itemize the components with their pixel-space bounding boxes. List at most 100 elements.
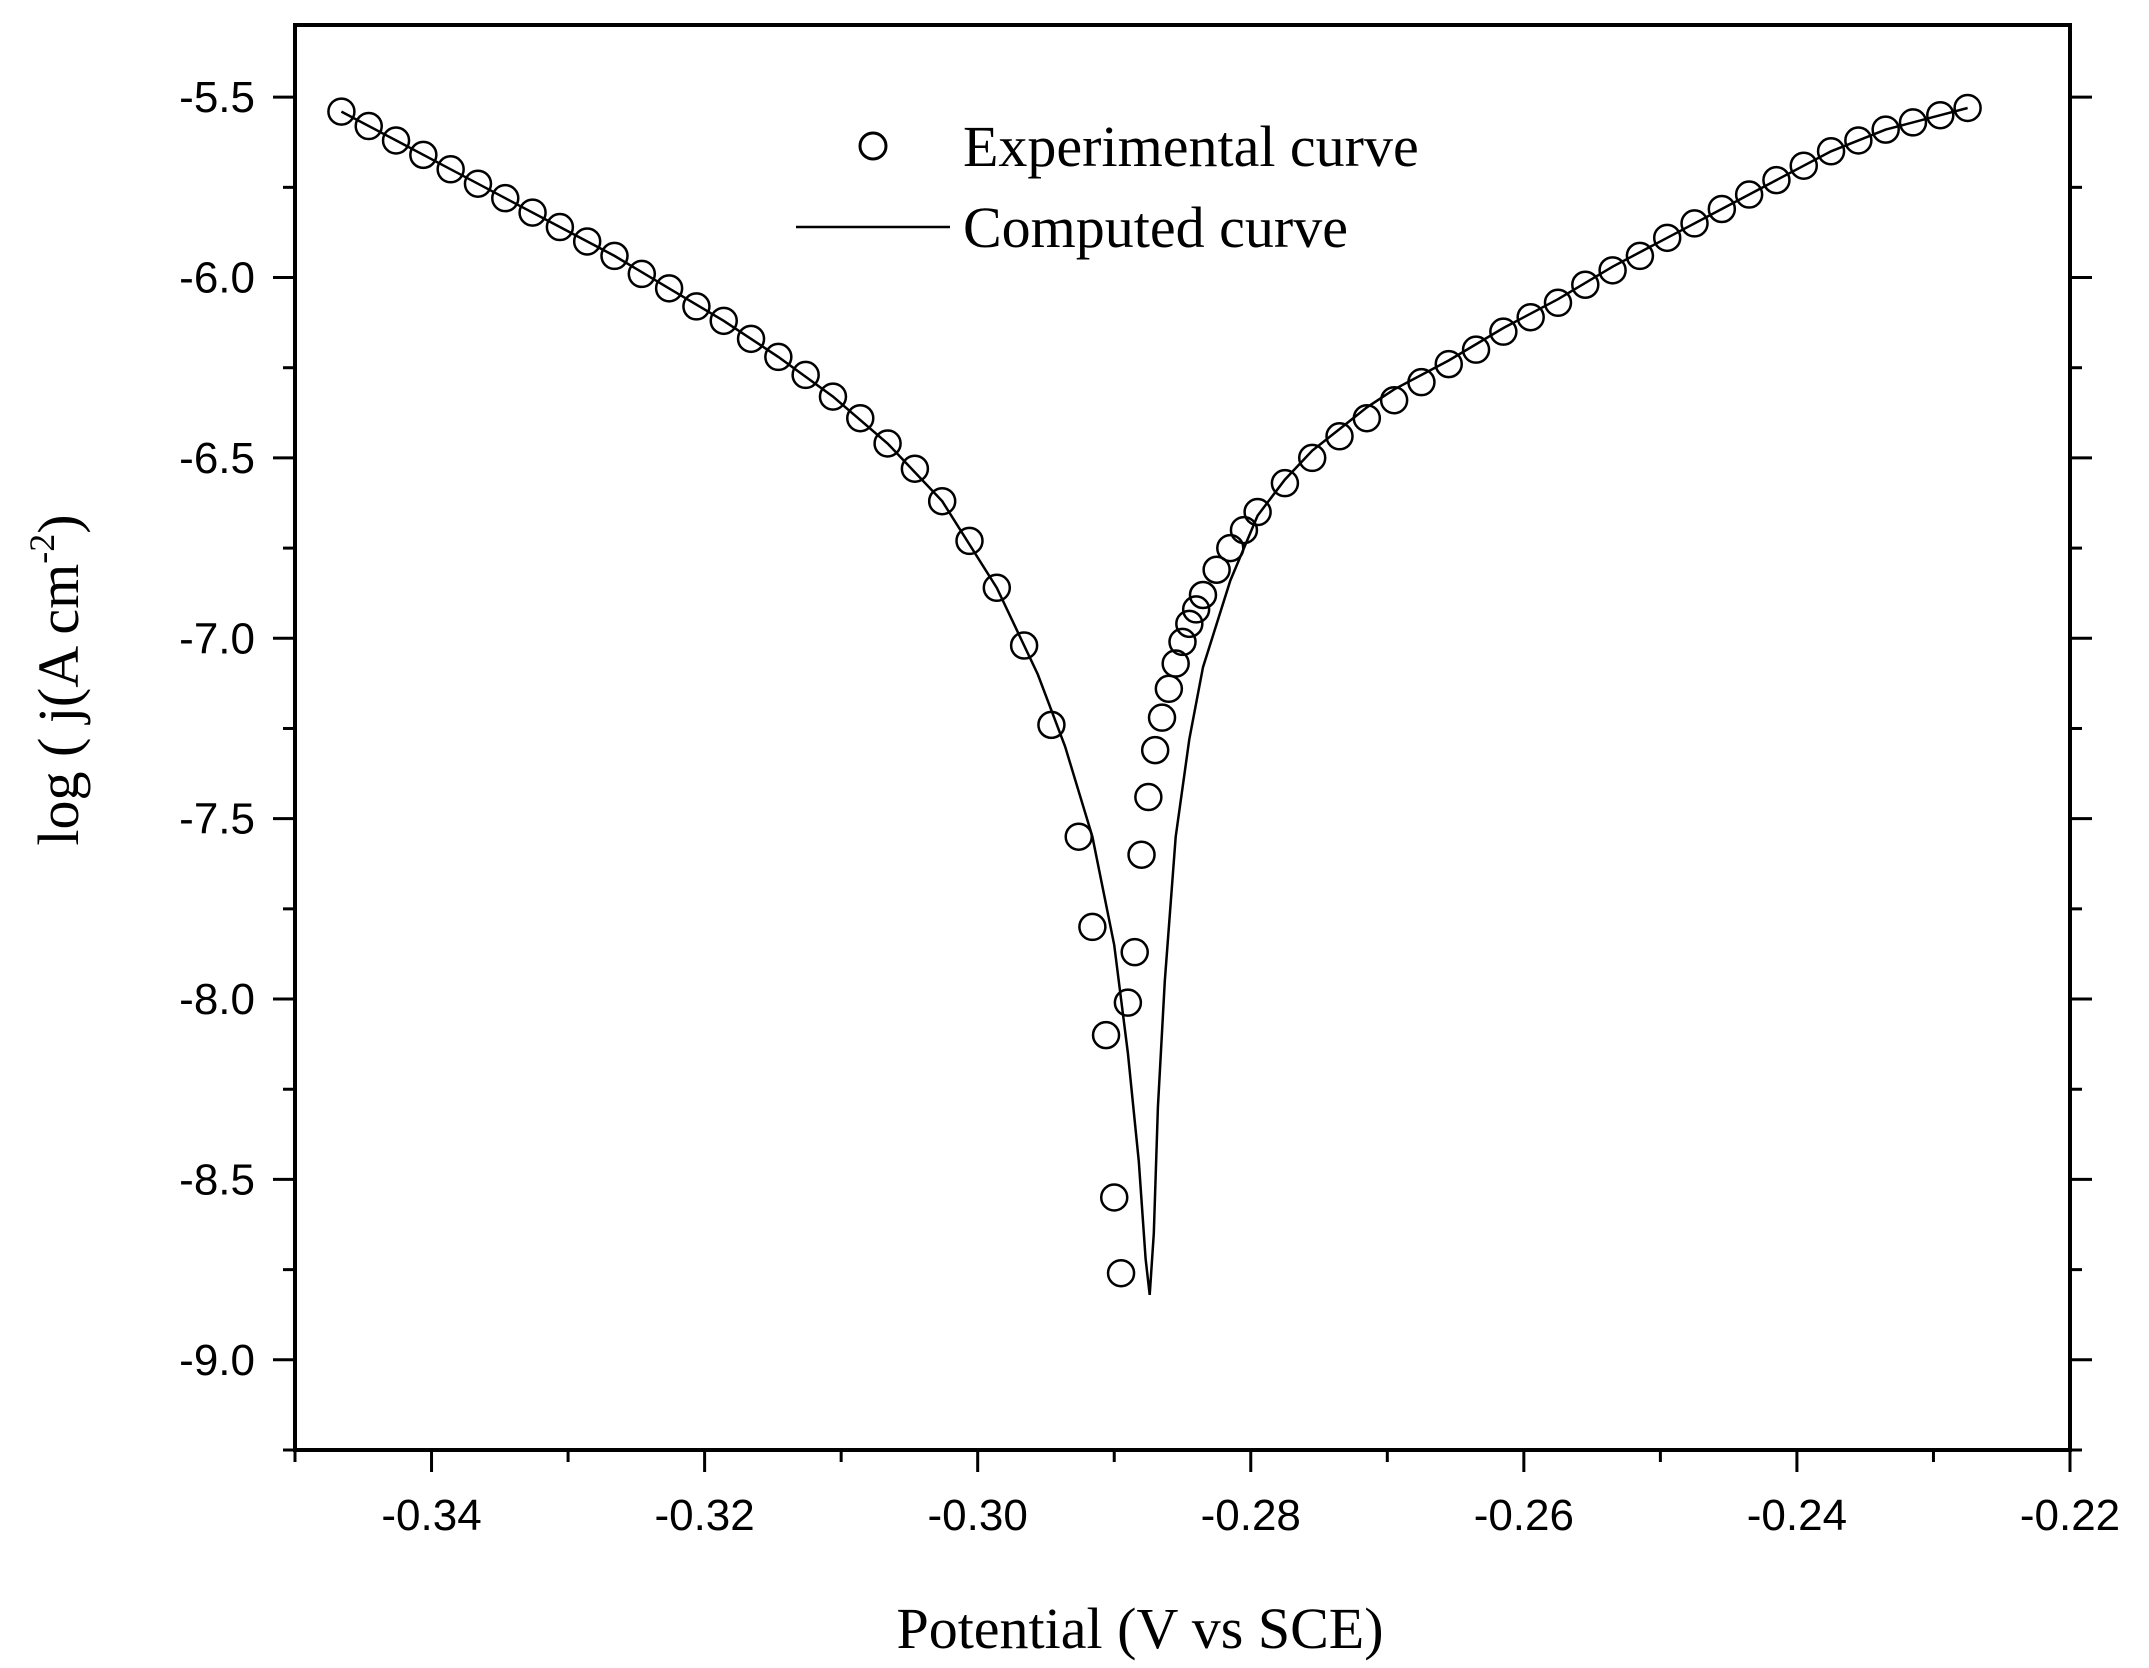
experimental-point [1120, 937, 1149, 967]
experimental-point [1461, 335, 1491, 364]
experimental-point [1078, 912, 1107, 942]
experimental-point [1844, 126, 1873, 155]
y-tick-label: -8.5 [179, 1155, 255, 1204]
experimental-point [982, 573, 1012, 603]
y-axis-title-sup: -2 [22, 534, 62, 564]
y-tick-label: -8.0 [179, 975, 255, 1024]
experimental-point [846, 403, 875, 433]
experimental-point [1434, 349, 1463, 379]
y-tick-label: -9.0 [179, 1336, 255, 1385]
experimental-point [1216, 533, 1245, 563]
experimental-point [436, 155, 465, 184]
x-tick-label: -0.26 [1474, 1491, 1574, 1540]
experimental-point [1091, 1020, 1121, 1050]
experimental-point [791, 360, 820, 390]
y-axis-title: log ( j(A cm-2) [22, 514, 91, 845]
x-tick-label: -0.34 [381, 1491, 481, 1540]
experimental-point [381, 126, 411, 155]
experimental-point [1099, 1183, 1129, 1212]
experimental-point [354, 111, 383, 141]
experimental-point [491, 183, 520, 213]
experimental-point [1516, 302, 1545, 332]
x-tick-label: -0.32 [654, 1491, 754, 1540]
experimental-point [1202, 555, 1231, 584]
experimental-point [1625, 241, 1655, 271]
x-tick-label: -0.28 [1201, 1491, 1301, 1540]
experimental-point [1147, 703, 1177, 732]
y-tick-label: -7.5 [179, 795, 255, 844]
legend: Experimental curve Computed curve [796, 114, 1419, 260]
experimental-point [1297, 443, 1327, 473]
experimental-point [1871, 115, 1900, 144]
experimental-point [327, 97, 356, 126]
x-tick-label: -0.24 [1747, 1491, 1847, 1540]
experimental-point [900, 454, 930, 483]
experimental-point [1762, 165, 1791, 195]
experimental-point [1243, 497, 1272, 527]
experimental-point [682, 292, 711, 321]
legend-marker-experimental [858, 131, 888, 161]
experimental-point [1229, 515, 1259, 545]
x-axis-title: Potential (V vs SCE) [896, 1596, 1383, 1661]
experimental-point [709, 306, 738, 336]
experimental-point [654, 274, 684, 303]
x-tick-label: -0.30 [928, 1491, 1028, 1540]
experimental-point [1707, 194, 1737, 224]
experimental-point [1113, 988, 1143, 1017]
experimental-point [1734, 180, 1764, 209]
experimental-point [1680, 209, 1709, 238]
y-axis-title-close: ) [26, 514, 91, 533]
experimental-point [1598, 256, 1627, 285]
axes [293, 23, 2072, 1452]
y-tick-label: -6.0 [179, 254, 255, 303]
experimental-point [1926, 100, 1955, 130]
experimental-point [1154, 674, 1184, 704]
experimental-point [1816, 137, 1846, 166]
experimental-point [1270, 468, 1300, 498]
experimental-point [1571, 270, 1600, 299]
experimental-point [545, 212, 575, 242]
y-axis-title-main: log ( j(A cm [26, 564, 91, 846]
experimental-point [1181, 595, 1211, 624]
experimental-point [1898, 108, 1928, 137]
computed-curve-line [340, 106, 1968, 1296]
experimental-point [1407, 367, 1436, 397]
experimental-point [1652, 223, 1682, 253]
experimental-point [463, 169, 493, 198]
experimental-curve [327, 93, 1982, 1288]
experimental-point [1009, 631, 1039, 660]
experimental-point [1325, 422, 1354, 451]
experimental-point [409, 140, 438, 170]
experimental-point [927, 486, 957, 516]
experimental-point [1543, 288, 1573, 318]
experimental-point [955, 526, 984, 556]
experimental-point [873, 429, 902, 458]
experimental-point [600, 241, 629, 271]
experimental-point [764, 342, 793, 372]
y-tick-label: -5.5 [179, 73, 255, 122]
experimental-point [736, 324, 766, 354]
y-tick-label: -7.0 [179, 614, 255, 663]
experimental-point [1188, 580, 1218, 610]
experimental-point [1175, 609, 1204, 639]
computed-curve [340, 106, 1968, 1296]
experimental-point [1161, 649, 1190, 678]
experimental-point [1037, 710, 1066, 740]
experimental-point [572, 227, 602, 256]
x-tick-label: -0.22 [2020, 1491, 2120, 1540]
experimental-point [1789, 151, 1818, 180]
experimental-point [1489, 317, 1518, 346]
experimental-point [1106, 1258, 1136, 1288]
experimental-point [1064, 822, 1093, 851]
experimental-point [627, 259, 657, 289]
experimental-point [1953, 93, 1982, 123]
legend-label-experimental: Experimental curve [963, 114, 1419, 179]
plot-frame [293, 23, 2072, 1452]
experimental-point [1134, 782, 1163, 812]
experimental-point [1352, 403, 1382, 433]
y-tick-label: -6.5 [179, 434, 255, 483]
experimental-point [1127, 840, 1156, 869]
experimental-point [1379, 385, 1409, 415]
